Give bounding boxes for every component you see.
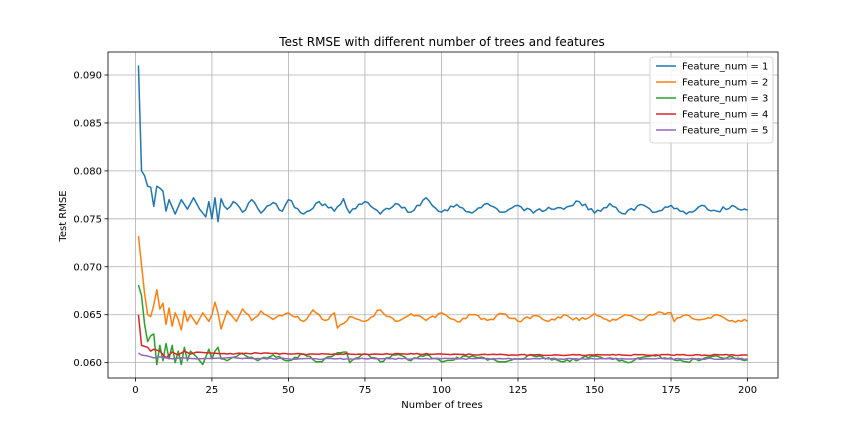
series-layer [137, 65, 748, 366]
series-line [137, 284, 748, 366]
x-tick-label: 50 [282, 385, 295, 396]
series-line [138, 352, 748, 361]
x-tick-label: 150 [585, 385, 604, 396]
x-tick-label: 175 [661, 385, 680, 396]
y-tick-label: 0.075 [73, 214, 102, 225]
x-axis-label: Number of trees [401, 400, 483, 411]
axis-ticks: 0 25 50 75 100 125 150 175 200 0.060 0.065 0.070 0.0… [73, 71, 757, 396]
y-tick-label: 0.070 [73, 262, 102, 273]
x-tick-label: 75 [359, 385, 372, 396]
legend-label: Feature_num = 5 [682, 126, 768, 137]
x-tick-label: 200 [738, 385, 757, 396]
grid [108, 52, 778, 378]
legend-label: Feature_num = 2 [682, 78, 768, 89]
x-tick-label: 25 [206, 385, 219, 396]
legend-label: Feature_num = 3 [682, 94, 768, 105]
y-axis-label: Test RMSE [58, 190, 69, 242]
legend-label: Feature_num = 1 [682, 62, 768, 73]
legend-label: Feature_num = 4 [682, 110, 768, 121]
series-line [137, 65, 748, 223]
plot-frame [107, 51, 779, 379]
y-tick-label: 0.080 [73, 166, 102, 177]
legend: Feature_num = 1 Feature_num = 2 Feature_nu… [649, 56, 774, 144]
series-line [137, 236, 748, 331]
legend-box [649, 56, 774, 144]
y-tick-label: 0.090 [73, 71, 102, 82]
y-tick-label: 0.085 [73, 118, 102, 129]
chart-title: Test RMSE with different number of trees… [278, 35, 604, 49]
y-tick-label: 0.065 [73, 310, 102, 321]
y-tick-label: 0.060 [73, 358, 102, 369]
x-tick-label: 0 [132, 385, 138, 396]
x-tick-label: 125 [508, 385, 527, 396]
series-line [137, 314, 748, 359]
x-tick-label: 100 [432, 385, 451, 396]
